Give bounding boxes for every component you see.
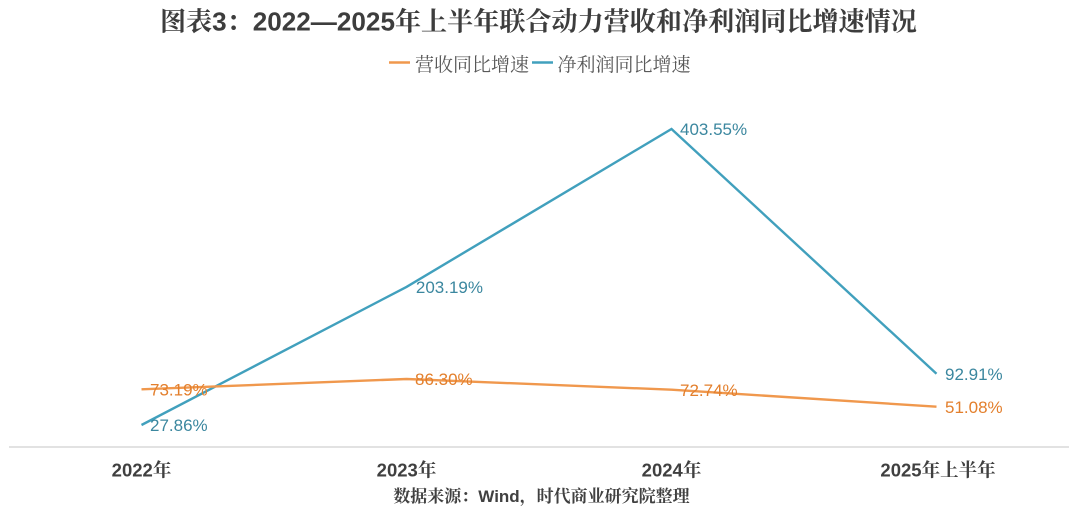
svg-text:图表3：2022—2025年上半年联合动力营收和净利润同比增: 图表3：2022—2025年上半年联合动力营收和净利润同比增速情况 [160, 7, 917, 37]
svg-text:203.19%: 203.19% [416, 278, 483, 297]
svg-text:数据来源：Wind，时代商业研究院整理: 数据来源：Wind，时代商业研究院整理 [393, 486, 689, 507]
svg-text:2025年上半年: 2025年上半年 [880, 459, 995, 480]
svg-text:72.74%: 72.74% [680, 381, 738, 400]
svg-text:27.86%: 27.86% [150, 416, 208, 435]
svg-text:73.19%: 73.19% [150, 381, 208, 400]
svg-text:403.55%: 403.55% [680, 120, 747, 139]
svg-text:86.30%: 86.30% [415, 370, 473, 389]
svg-text:净利润同比增速: 净利润同比增速 [558, 54, 691, 76]
svg-text:2022年: 2022年 [112, 459, 172, 480]
svg-text:营收同比增速: 营收同比增速 [415, 54, 529, 76]
svg-text:51.08%: 51.08% [945, 398, 1003, 417]
svg-text:2024年: 2024年 [642, 459, 702, 480]
svg-text:92.91%: 92.91% [945, 365, 1003, 384]
svg-text:2023年: 2023年 [377, 459, 437, 480]
